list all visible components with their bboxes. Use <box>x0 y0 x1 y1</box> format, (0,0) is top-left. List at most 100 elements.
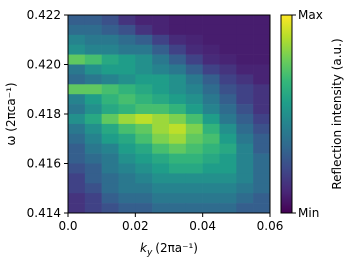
heatmap-cell <box>219 44 237 55</box>
heatmap-cell <box>68 193 86 204</box>
heatmap-cell <box>84 203 102 214</box>
heatmap-cell <box>202 193 220 204</box>
heatmap-cell <box>135 104 153 115</box>
heatmap-cell <box>236 143 254 154</box>
heatmap-cell <box>236 104 254 115</box>
heatmap-cell <box>68 163 86 174</box>
heatmap-cell <box>118 64 136 75</box>
heatmap-cell <box>68 54 86 65</box>
heatmap-cell <box>185 15 203 26</box>
heatmap-cell <box>253 193 271 204</box>
heatmap-cell <box>236 193 254 204</box>
heatmap-cell <box>236 44 254 55</box>
heatmap-cell <box>118 84 136 95</box>
heatmap-cell <box>202 133 220 144</box>
heatmap-cell <box>135 64 153 75</box>
heatmap-cell <box>219 183 237 194</box>
heatmap-cell <box>236 114 254 125</box>
heatmap-cell <box>152 94 170 105</box>
heatmap-cell <box>152 74 170 85</box>
heatmap-cell <box>135 15 153 26</box>
heatmap-cell <box>236 54 254 65</box>
heatmap-cell <box>68 114 86 125</box>
heatmap-cell <box>101 173 119 184</box>
heatmap-cell <box>135 193 153 204</box>
heatmap-cell <box>152 24 170 36</box>
heatmap-cell <box>152 153 170 164</box>
heatmap-cell <box>236 163 254 174</box>
heatmap-cell <box>219 163 237 174</box>
heatmap-cell <box>101 143 119 154</box>
heatmap-cell <box>219 15 237 26</box>
heatmap-cell <box>185 153 203 164</box>
heatmap-cell <box>253 143 271 154</box>
heatmap-cell <box>202 64 220 75</box>
heatmap-cell <box>253 203 271 214</box>
heatmap-cell <box>253 123 271 135</box>
heatmap-cell <box>84 173 102 184</box>
y-tick-label: 0.422 <box>27 8 61 22</box>
heatmap-cell <box>185 143 203 154</box>
colorbar-tick-label: Min <box>298 206 319 220</box>
heatmap-cell <box>219 34 237 45</box>
heatmap-cell <box>118 123 136 135</box>
heatmap-cell <box>84 54 102 65</box>
heatmap-cell <box>84 153 102 164</box>
heatmap-cell <box>236 203 254 214</box>
heatmap-cell <box>253 173 271 184</box>
heatmap-cell <box>101 84 119 95</box>
heatmap-cell <box>152 104 170 115</box>
heatmap-cell <box>169 193 187 204</box>
heatmap-cell <box>152 183 170 194</box>
heatmap-cell <box>118 34 136 45</box>
heatmap-cell <box>185 193 203 204</box>
heatmap-cell <box>101 54 119 65</box>
heatmap-cell <box>185 104 203 115</box>
heatmap-cell <box>253 74 271 85</box>
colorbar-label: Reflection intensity (a.u.) <box>330 38 344 189</box>
heatmap-cell <box>101 123 119 135</box>
heatmap-cell <box>253 64 271 75</box>
heatmap-cell <box>135 74 153 85</box>
heatmap-cell <box>236 34 254 45</box>
heatmap-cell <box>68 44 86 55</box>
heatmap-cell <box>219 193 237 204</box>
heatmap-cell <box>253 153 271 164</box>
heatmap-cell <box>101 15 119 26</box>
heatmap-cell <box>101 203 119 214</box>
x-tick-label: 0.06 <box>257 219 284 233</box>
heatmap-cell <box>253 84 271 95</box>
heatmap-cell <box>219 114 237 125</box>
heatmap-cell <box>101 44 119 55</box>
heatmap-cell <box>68 15 86 26</box>
heatmap-cell <box>236 74 254 85</box>
heatmap-cell <box>185 44 203 55</box>
heatmap-cell <box>219 74 237 85</box>
heatmap-cell <box>68 104 86 115</box>
heatmap-cell <box>101 34 119 45</box>
heatmap-cell <box>84 74 102 85</box>
heatmap-cell <box>185 173 203 184</box>
heatmap-cell <box>236 183 254 194</box>
heatmap-cell <box>253 114 271 125</box>
heatmap-cell <box>202 24 220 36</box>
heatmap-cell <box>135 123 153 135</box>
heatmap-cell <box>219 84 237 95</box>
heatmap-cell <box>185 34 203 45</box>
heatmap-cell <box>68 74 86 85</box>
heatmap-cell <box>68 123 86 135</box>
heatmap-cell <box>253 34 271 45</box>
heatmap-cell <box>219 173 237 184</box>
heatmap-cell <box>84 104 102 115</box>
heatmap-cell <box>253 15 271 26</box>
x-tick-label: 0.04 <box>189 219 216 233</box>
x-label-symbol: k <box>140 241 148 255</box>
heatmap-cell <box>118 163 136 174</box>
heatmap-cell <box>169 64 187 75</box>
y-tick-label: 0.418 <box>27 107 61 121</box>
heatmap-cell <box>68 94 86 105</box>
heatmap-cell <box>135 153 153 164</box>
heatmap-cell <box>169 24 187 36</box>
heatmap-cell <box>84 34 102 45</box>
heatmap-cell <box>84 94 102 105</box>
